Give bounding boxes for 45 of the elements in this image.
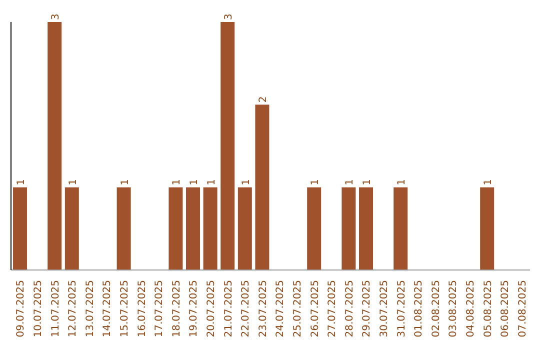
data-label: 1	[120, 178, 131, 186]
x-tick-label: 25.07.2025	[292, 280, 304, 338]
data-label: 3	[224, 14, 235, 20]
x-tick-label: 31.07.2025	[396, 280, 408, 338]
x-tick-label: 02.08.2025	[430, 280, 442, 338]
x-tick-label: 10.07.2025	[32, 280, 44, 338]
data-label: 1	[310, 178, 322, 186]
data-label: 1	[240, 178, 252, 186]
data-label: 1	[172, 178, 183, 186]
x-tick-label: 12.07.2025	[68, 280, 79, 338]
x-tick-label: 03.08.2025	[448, 280, 460, 338]
x-tick-label: 14.07.2025	[102, 280, 114, 338]
data-label: 1	[16, 178, 27, 186]
x-tick-label: 21.07.2025	[223, 280, 234, 338]
data-label: 1	[396, 178, 408, 186]
x-tick-label: 20.07.2025	[206, 280, 217, 338]
x-tick-label: 04.08.2025	[465, 280, 476, 338]
x-tick-label: 13.07.2025	[84, 280, 96, 338]
x-tick-label: 06.08.2025	[500, 280, 512, 338]
x-tick-label: 16.07.2025	[136, 280, 148, 338]
x-tick-label: 07.08.2025	[517, 280, 528, 338]
data-label: 3	[50, 14, 62, 20]
x-tick-label: 24.07.2025	[275, 280, 286, 338]
data-label: 1	[206, 178, 218, 186]
data-label: 1	[362, 178, 373, 186]
x-tick-label: 15.07.2025	[119, 280, 130, 338]
x-tick-label: 05.08.2025	[482, 280, 494, 338]
x-tick-label: 11.07.2025	[50, 280, 62, 338]
data-label: 1	[483, 178, 494, 186]
x-tick-label: 28.07.2025	[344, 280, 356, 338]
x-tick-label: 26.07.2025	[310, 280, 321, 338]
x-tick-label: 27.07.2025	[327, 280, 338, 338]
data-label: 2	[258, 96, 270, 103]
x-tick-label: 30.07.2025	[378, 280, 390, 338]
data-label: 1	[68, 178, 79, 186]
x-tick-label: 18.07.2025	[171, 280, 182, 338]
data-label: 1	[344, 178, 356, 186]
x-tick-label: 09.07.2025	[16, 280, 27, 338]
data-label: 1	[189, 178, 200, 186]
x-tick-label: 23.07.2025	[258, 280, 269, 338]
x-tick-label: 29.07.2025	[362, 280, 373, 338]
x-tick-label: 19.07.2025	[188, 280, 200, 338]
x-tick-label: 17.07.2025	[154, 280, 166, 338]
x-tick-label: 01.08.2025	[414, 280, 425, 338]
x-tick-label: 22.07.2025	[240, 280, 252, 338]
